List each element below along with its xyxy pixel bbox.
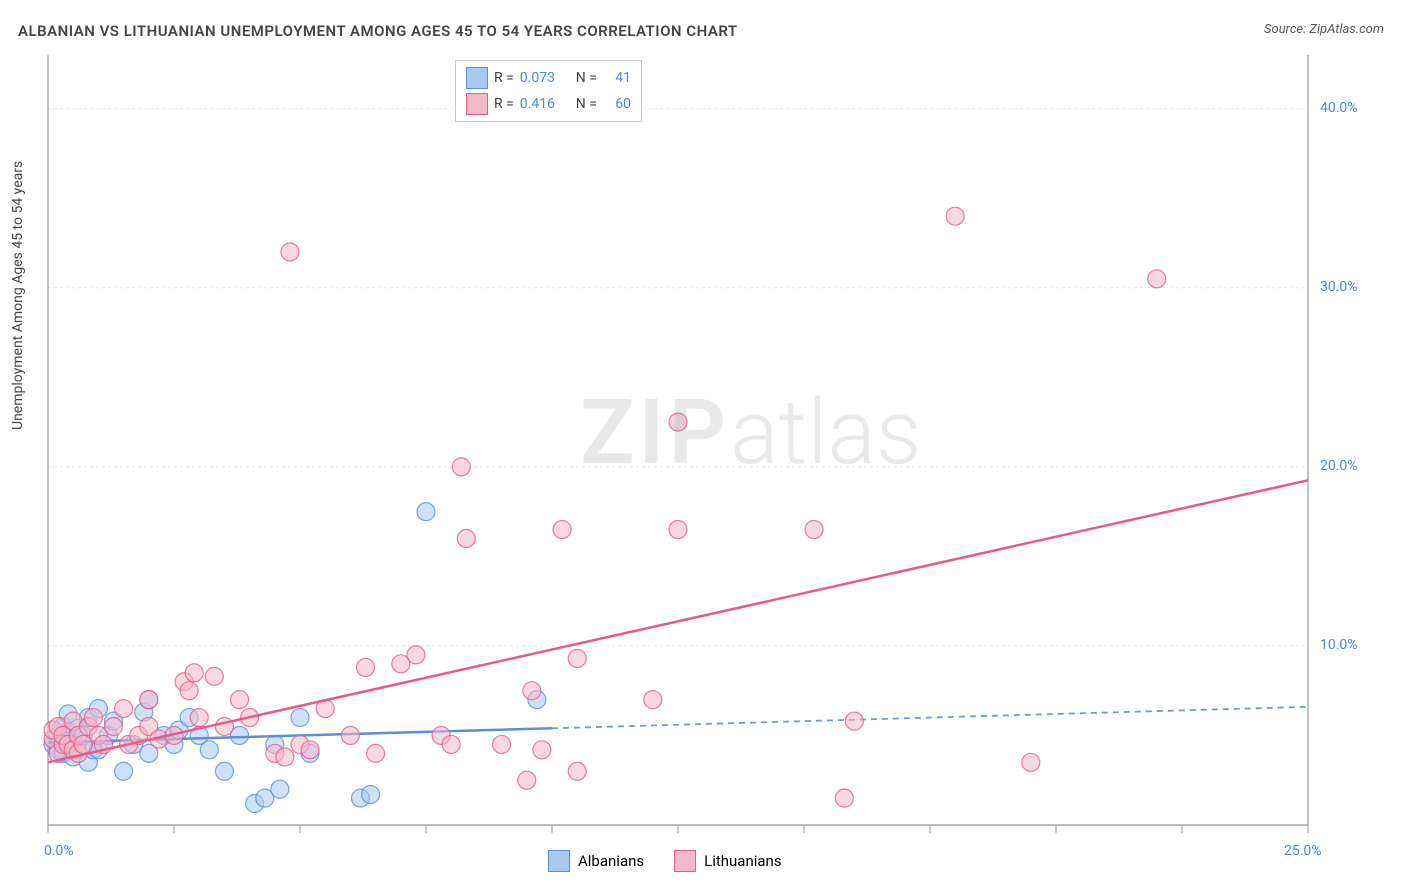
legend-series: Albanians Lithuanians [548,850,782,872]
legend-series-name: Albanians [578,852,644,870]
stat-r-label: R = [494,70,514,86]
legend-swatch [466,93,488,115]
stat-r-value: 0.073 [520,70,570,86]
stat-n-label: N = [576,70,597,86]
y-tick-label: 40.0% [1320,100,1358,116]
legend-stat-row: R = 0.073 N = 41 [466,65,631,91]
legend-stat-row: R = 0.416 N = 60 [466,91,631,117]
legend-series-name: Lithuanians [704,852,781,870]
legend-swatch [466,67,488,89]
y-tick-label: 20.0% [1320,458,1358,474]
legend-stats-box: R = 0.073 N = 41 R = 0.416 N = 60 [455,60,642,122]
stat-r-label: R = [494,96,514,112]
x-tick-label: 0.0% [44,843,74,859]
legend-swatch [674,850,696,872]
stat-n-value: 41 [603,70,631,86]
stat-n-label: N = [576,96,597,112]
stat-n-value: 60 [603,96,631,112]
legend-swatch [548,850,570,872]
legend-series-item: Albanians [548,850,644,872]
y-tick-label: 10.0% [1320,637,1358,653]
x-tick-label: 25.0% [1284,843,1322,859]
scatter-chart [0,0,1406,892]
legend-series-item: Lithuanians [674,850,781,872]
y-tick-label: 30.0% [1320,279,1358,295]
stat-r-value: 0.416 [520,96,570,112]
